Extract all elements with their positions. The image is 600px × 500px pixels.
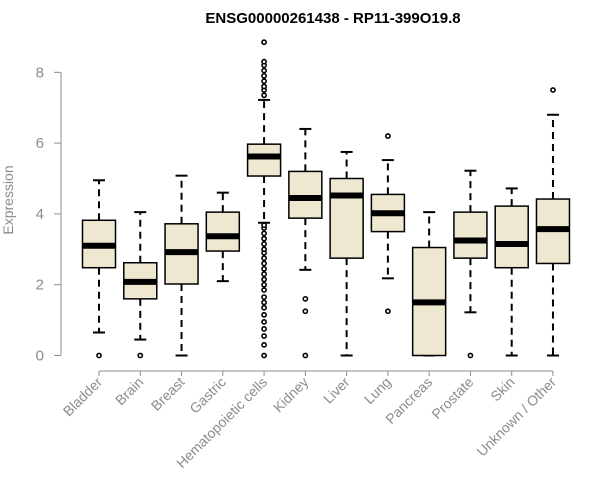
outlier-point [261,311,267,318]
chart-title: ENSG00000261438 - RP11-399O19.8 [205,10,460,27]
boxes-group [81,39,571,359]
outlier-point [467,352,474,359]
outlier-point [302,308,309,315]
outlier-point [261,222,267,229]
outlier-point [261,287,267,293]
box-brain [123,211,158,359]
x-tick-label: Lung [361,374,394,407]
outlier-point [261,230,267,237]
x-tick-label: Skin [487,374,518,405]
x-tick-label: Brain [112,374,146,408]
box-kidney [288,127,323,359]
box-prostate [453,169,488,359]
y-tick-label: 2 [36,277,44,294]
outlier-point [261,333,267,339]
outlier-point [261,276,267,283]
box-skin [494,187,529,357]
box-lung [370,133,406,315]
outlier-point [261,341,267,348]
outlier-point [302,295,309,302]
outlier-point [261,299,267,306]
iqr-box [453,211,488,259]
x-tick-label: Breast [148,374,188,414]
y-axis-ticks: 0 2 4 6 8 [36,64,61,365]
outlier-point [96,352,102,359]
y-tick-label: 8 [36,64,44,81]
y-axis-label: Expression [0,165,16,234]
outlier-point [261,72,267,79]
outlier-point [261,246,267,253]
outlier-point [261,235,267,242]
y-tick-label: 4 [36,206,44,223]
iqr-box [288,170,323,219]
iqr-box [246,143,282,177]
outlier-point [261,271,267,277]
outlier-point [261,304,267,311]
x-tick-label: Liver [320,374,353,407]
iqr-box [494,205,529,269]
outlier-point [384,308,391,315]
outlier-point [261,255,267,262]
box-hematopoietic-cells [246,39,282,359]
outlier-point [302,352,309,359]
y-tick-label: 6 [36,135,44,152]
outlier-point [261,326,267,332]
outlier-point [261,92,267,99]
box-liver [329,150,364,357]
box-unknown-other [535,87,571,357]
outlier-point [261,67,267,74]
outlier-point [261,58,267,65]
outlier-point [261,241,267,247]
outlier-point [261,260,267,267]
outlier-point [261,318,267,325]
iqr-box [205,211,241,252]
x-tick-label: Kidney [270,374,312,416]
box-pancreas [411,211,447,357]
outlier-point [261,39,267,46]
outlier-point [261,281,267,288]
y-tick-label: 0 [36,348,44,365]
box-gastric [205,191,241,283]
outlier-point [261,78,267,85]
outlier-point [550,87,556,93]
box-bladder [81,179,117,359]
outlier-point [384,133,391,139]
box-breast [164,174,199,357]
x-tick-label: Prostate [428,374,476,422]
outlier-point [261,265,267,272]
x-tick-label: Bladder [60,374,106,420]
outlier-point [137,352,144,359]
outlier-point [261,294,267,300]
outlier-point [261,352,267,359]
iqr-box [329,177,364,259]
outlier-point [261,83,267,90]
